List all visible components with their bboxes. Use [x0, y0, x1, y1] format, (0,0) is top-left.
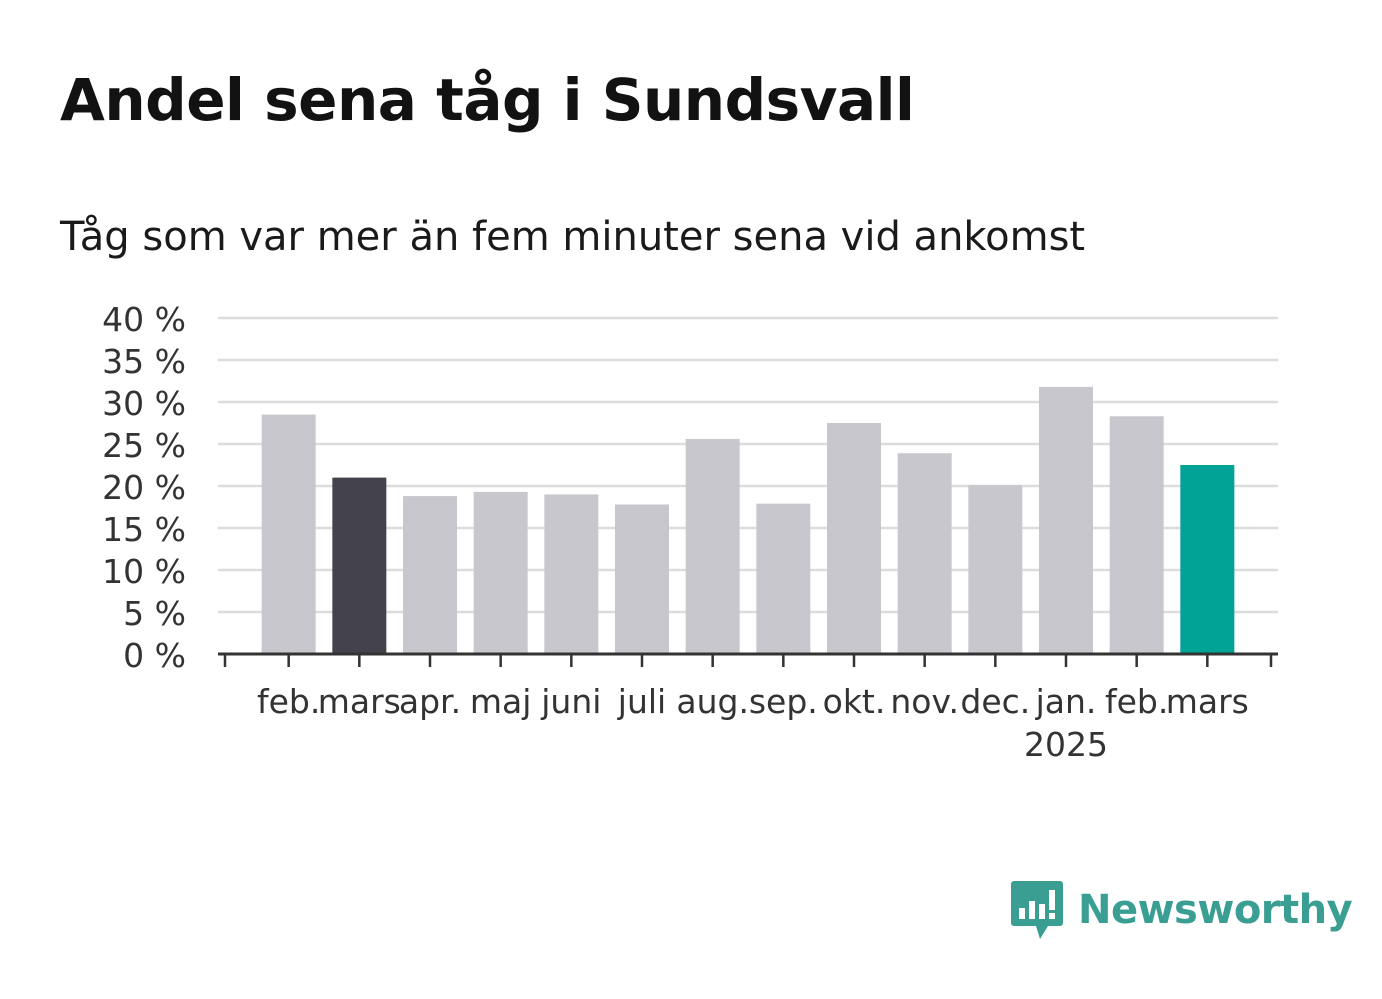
bar-11	[968, 485, 1023, 654]
newsworthy-logo-icon	[1011, 881, 1063, 939]
bar-10	[897, 453, 952, 654]
x-tick-label: jan.	[1035, 682, 1097, 721]
y-tick-label: 20 %	[102, 468, 186, 507]
y-tick-label: 10 %	[102, 552, 186, 591]
bar-12	[1039, 386, 1093, 654]
bar-5	[544, 494, 599, 654]
x-tick-label: sep.	[749, 682, 818, 721]
x-tick-label: aug.	[676, 682, 749, 721]
bar-9	[827, 423, 881, 654]
bar-3	[403, 496, 457, 654]
bars	[261, 386, 1235, 654]
bar-8	[756, 503, 811, 654]
bar-6	[615, 504, 669, 654]
y-tick-label: 40 %	[102, 300, 186, 339]
bar-14	[1180, 465, 1235, 654]
x-tick-label: mars	[1166, 682, 1249, 721]
newsworthy-logo: Newsworthy	[1010, 878, 1353, 942]
bar-7	[685, 438, 740, 654]
chart-title: Andel sena tåg i Sundsvall	[60, 66, 915, 134]
newsworthy-wordmark: Newsworthy	[1078, 887, 1353, 933]
x-tick-label: dec.	[960, 682, 1030, 721]
bar-13	[1109, 416, 1164, 654]
x-tick-label: mars	[318, 682, 401, 721]
bar-1	[261, 414, 316, 654]
y-tick-label: 25 %	[102, 426, 186, 465]
bar-2	[332, 477, 387, 654]
gridlines	[218, 316, 1278, 614]
y-tick-label: 5 %	[123, 594, 186, 633]
x-tick-label: feb.	[257, 682, 320, 721]
x-tick-label: apr.	[399, 682, 461, 721]
bar-4	[473, 491, 528, 654]
x-axis	[218, 652, 1278, 667]
x-tick-label: feb.	[1105, 682, 1168, 721]
x-tick-label: juli	[617, 682, 666, 721]
y-tick-label: 35 %	[102, 342, 186, 381]
chart-subtitle: Tåg som var mer än fem minuter sena vid …	[60, 214, 1086, 260]
y-tick-label: 30 %	[102, 384, 186, 423]
x-tick-label: juni	[540, 682, 601, 721]
x-year-label: 2025	[1024, 725, 1108, 764]
x-tick-label: okt.	[823, 682, 886, 721]
x-tick-label: maj	[470, 682, 532, 721]
y-tick-label: 15 %	[102, 510, 186, 549]
x-tick-label: nov.	[890, 682, 959, 721]
y-axis-tick-labels: 0 %5 %10 %15 %20 %25 %30 %35 %40 %	[102, 300, 186, 675]
y-tick-label: 0 %	[123, 636, 186, 675]
